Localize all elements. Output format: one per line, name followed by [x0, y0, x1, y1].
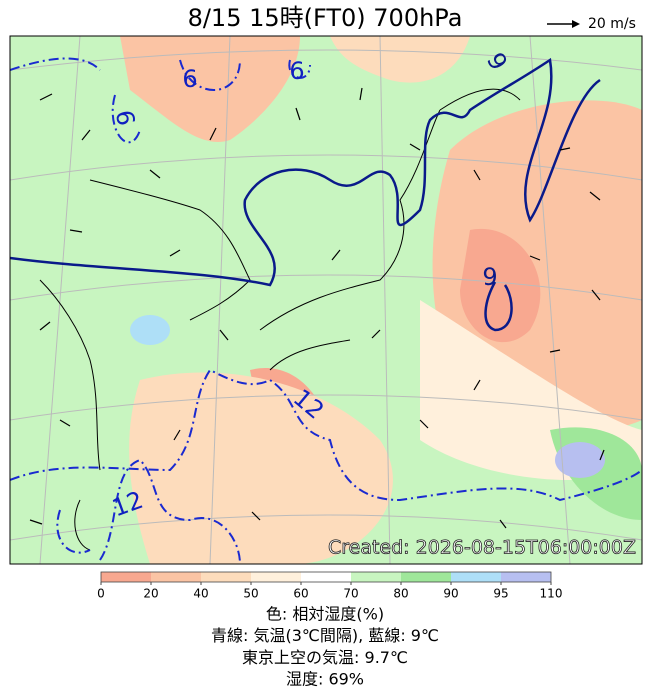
colorbar-segment [101, 572, 151, 582]
footer-line: 湿度: 69% [286, 670, 364, 689]
dry-area [330, 36, 470, 83]
wind-scale-label: 20 m/s [588, 16, 636, 32]
moist-area [555, 442, 605, 478]
dry-area [129, 372, 393, 564]
title: 8/15 15時(FT0) 700hPa [188, 4, 463, 32]
colorbar-segment [251, 572, 301, 582]
colorbar-tick-label: 50 [243, 587, 258, 601]
contour-label: 6 [182, 65, 197, 93]
contour-9c [10, 57, 601, 332]
graticule [10, 36, 642, 564]
colorbar-tick-label: 80 [393, 587, 408, 601]
contour-label: 9 [482, 263, 497, 291]
colorbar-tick-label: 40 [193, 587, 208, 601]
footer-line: 色: 相対湿度(%) [266, 605, 384, 624]
colorbar-tick-label: 95 [493, 587, 508, 601]
colorbar-segment [401, 572, 451, 582]
dry-area [460, 228, 541, 343]
contour-label: 6 [289, 57, 304, 85]
colorbar-tick-label: 20 [143, 587, 158, 601]
footer-line: 東京上空の気温: 9.7℃ [242, 648, 408, 667]
colorbar-tick-label: 0 [97, 587, 105, 601]
created-stamp: Created: 2026-08-15T06:00:00Z [328, 537, 636, 559]
colorbar-segment [501, 572, 551, 582]
map: 6 6 6 9 9 12 12 Created: 2026-08-15T06:0… [9, 35, 643, 565]
colorbar-segment [351, 572, 401, 582]
colorbar-tick-label: 110 [540, 587, 563, 601]
colorbar-tick-label: 70 [343, 587, 358, 601]
contour-label: 6 [110, 108, 140, 128]
coastline [39, 88, 521, 551]
colorbar-segment [451, 572, 501, 582]
colorbar-segment [301, 572, 351, 582]
colorbar-segment [151, 572, 201, 582]
colorbar-tick-label: 90 [443, 587, 458, 601]
wind-arrows [29, 87, 605, 529]
moist-area [130, 315, 170, 345]
colorbar: 0 20 40 50 60 70 80 90 95 110 [97, 571, 563, 601]
wind-scale-arrowhead [572, 20, 580, 28]
colorbar-frame [100, 571, 552, 583]
map-frame [9, 35, 643, 565]
footer-line: 青線: 気温(3℃間隔), 藍線: 9℃ [211, 626, 439, 645]
colorbar-tick-label: 60 [293, 587, 308, 601]
contour-line [10, 57, 642, 564]
colorbar-segment [201, 572, 251, 582]
footer: 色: 相対湿度(%) 青線: 気温(3℃間隔), 藍線: 9℃ 東京上空の気温: 9… [211, 605, 439, 689]
